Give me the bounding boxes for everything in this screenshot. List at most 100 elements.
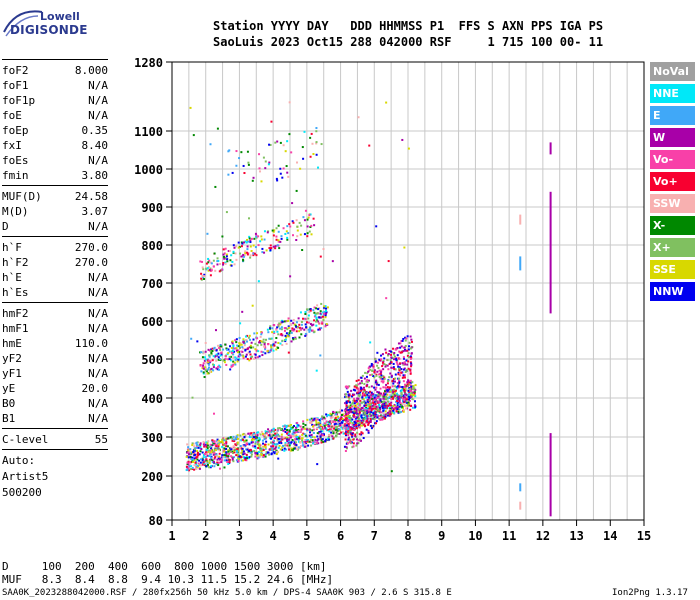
echo-point <box>395 359 398 362</box>
echo-point <box>224 355 227 358</box>
echo-point <box>274 247 277 250</box>
echo-point <box>253 434 256 437</box>
echo-point <box>346 428 349 431</box>
echo-point <box>407 367 410 370</box>
echo-point <box>249 239 252 242</box>
echo-point <box>408 392 411 395</box>
param-row: fmin 3.80 <box>2 168 108 183</box>
echo-point <box>393 355 396 358</box>
echo-point <box>294 324 297 327</box>
echo-point <box>382 409 385 412</box>
echo-point <box>272 427 275 430</box>
echo-point <box>352 425 355 428</box>
echo-point <box>409 369 412 372</box>
echo-point <box>389 410 392 413</box>
echo-point <box>357 383 360 386</box>
echo-point <box>217 259 220 262</box>
echo-point <box>334 417 337 420</box>
echo-point <box>286 140 289 143</box>
echo-point <box>373 370 376 373</box>
echo-point <box>370 364 373 367</box>
echo-point <box>258 167 261 170</box>
echo-point <box>242 438 245 441</box>
distance-row: D 100 200 400 600 800 1000 1500 3000 [km… <box>2 560 327 573</box>
echo-point <box>212 412 215 415</box>
echo-point <box>345 412 348 415</box>
echo-point <box>392 409 395 412</box>
echo-point <box>353 423 356 426</box>
echo-point <box>376 364 379 367</box>
echo-point <box>304 311 307 314</box>
echo-point <box>375 422 378 425</box>
echo-point <box>367 396 370 399</box>
echo-point <box>262 338 265 341</box>
echo-point <box>366 393 369 396</box>
echo-point <box>407 147 410 150</box>
echo-point <box>290 151 293 154</box>
echo-point <box>216 354 219 357</box>
echo-point <box>217 352 220 355</box>
echo-point <box>345 434 348 437</box>
echo-point <box>396 347 399 350</box>
echo-point <box>364 411 367 414</box>
echo-point <box>292 433 295 436</box>
echo-point <box>389 413 392 416</box>
echo-point <box>269 249 272 252</box>
echo-point <box>233 440 236 443</box>
echo-point <box>275 449 278 452</box>
echo-point <box>231 350 234 353</box>
echo-point <box>361 407 364 410</box>
echo-point <box>285 424 288 427</box>
echo-point <box>191 396 194 399</box>
echo-point <box>360 416 363 419</box>
echo-point <box>209 447 212 450</box>
echo-point <box>369 341 372 344</box>
echo-point <box>379 398 382 401</box>
echo-point <box>350 427 353 430</box>
echo-point <box>277 446 280 449</box>
echo-point <box>265 444 268 447</box>
echo-point <box>365 380 368 383</box>
legend-item: Vo+ <box>650 172 695 191</box>
echo-point <box>402 394 405 397</box>
echo-point <box>365 409 368 412</box>
echo-point <box>232 353 235 356</box>
param-row: foF1 N/A <box>2 78 108 93</box>
echo-point <box>292 318 295 321</box>
echo-point <box>339 408 342 411</box>
echo-point <box>387 404 390 407</box>
echo-point <box>321 415 324 418</box>
echo-point <box>265 451 268 454</box>
echo-point <box>363 392 366 395</box>
echo-point <box>373 386 376 389</box>
echo-point <box>267 331 270 334</box>
param-key: B1 <box>2 412 16 425</box>
echo-point <box>210 348 213 351</box>
echo-point <box>240 255 243 258</box>
echo-point <box>207 363 210 366</box>
echo-point <box>394 368 397 371</box>
echo-point <box>358 417 361 420</box>
echo-point <box>249 436 252 439</box>
echo-point <box>222 456 225 459</box>
param-row: foF2 8.000 <box>2 63 108 78</box>
echo-point <box>257 350 260 353</box>
param-row: h`F 270.0 <box>2 240 108 255</box>
echo-point <box>367 415 370 418</box>
echo-point <box>342 424 345 427</box>
echo-point <box>258 454 261 457</box>
echo-point <box>383 376 386 379</box>
echo-point <box>217 442 220 445</box>
echo-point <box>311 439 314 442</box>
param-key: yF2 <box>2 352 22 365</box>
echo-point <box>348 399 351 402</box>
echo-point <box>384 365 387 368</box>
echo-point <box>356 420 359 423</box>
echo-point <box>391 406 394 409</box>
echo-point <box>245 353 248 356</box>
echo-point <box>203 275 206 278</box>
echo-point <box>224 456 227 459</box>
echo-point <box>411 393 414 396</box>
echo-point <box>263 341 266 344</box>
echo-point <box>321 434 324 437</box>
